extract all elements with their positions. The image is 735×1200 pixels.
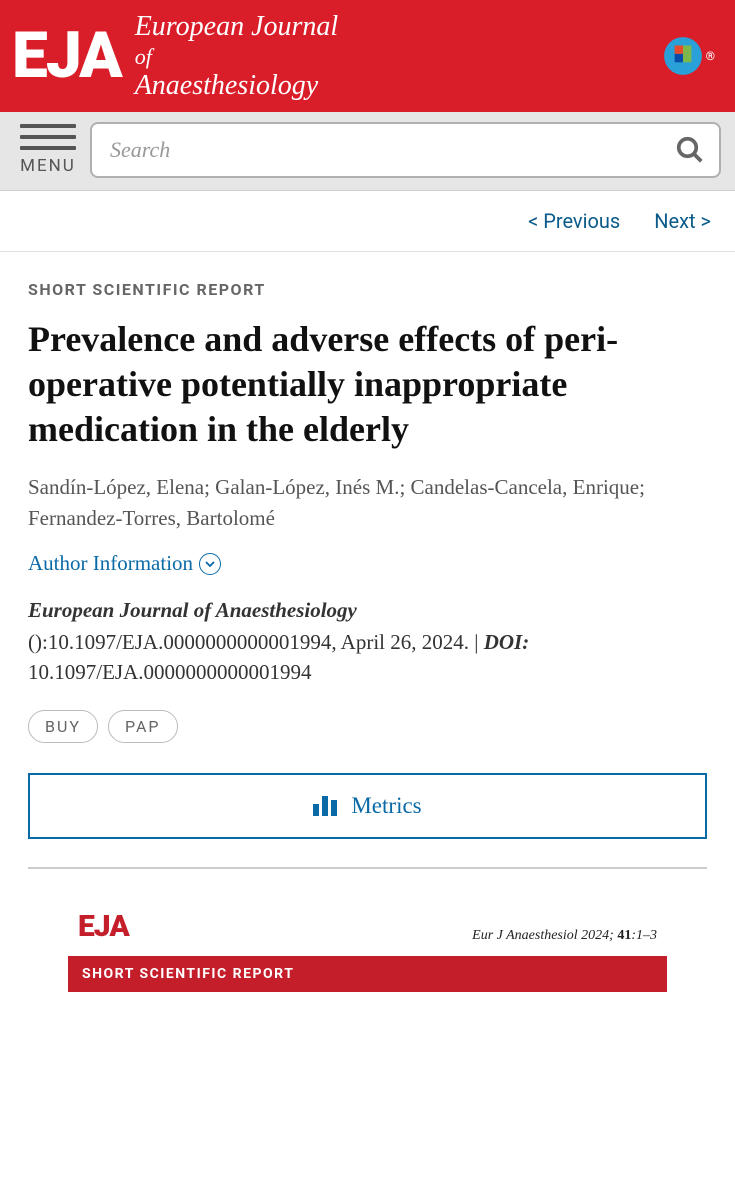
pdf-preview[interactable]: EJA Eur J Anaesthesiol 2024; 41:1–3 SHOR… [68,903,667,992]
content-divider [28,867,707,869]
pdf-header: EJA Eur J Anaesthesiol 2024; 41:1–3 [68,903,667,956]
doi-value: 10.1097/EJA.0000000000001994 [28,660,312,684]
publisher-globe-icon[interactable] [662,35,704,77]
buy-button[interactable]: BUY [28,710,98,743]
metrics-icon [313,796,337,816]
hamburger-icon [20,124,76,150]
pdf-eja-mark: EJA [78,909,129,944]
menu-button[interactable]: MENU [20,124,76,176]
article-pager: < Previous Next > [0,191,735,252]
chevron-down-icon [199,553,221,575]
search-wrapper [90,122,721,178]
author-info-label: Author Information [28,551,193,576]
journal-title: European Journal of Anaesthesiology [135,12,339,100]
doi-label: DOI: [484,630,530,654]
metrics-button[interactable]: Metrics [28,773,707,839]
pdf-category-band: SHORT SCIENTIFIC REPORT [68,956,667,992]
eja-logo-mark: EJA [12,24,121,88]
site-header: EJA European Journal of Anaesthesiology … [0,0,735,112]
citation-text: ():10.1097/EJA.0000000000001994, April 2… [28,630,484,654]
article-category: SHORT SCIENTIFIC REPORT [28,280,707,299]
journal-logo[interactable]: EJA European Journal of Anaesthesiology [12,12,662,100]
action-pills: BUY PAP [28,710,707,743]
pdf-citation: Eur J Anaesthesiol 2024; 41:1–3 [472,928,657,944]
search-icon[interactable] [675,135,705,165]
menu-label: MENU [20,156,76,176]
next-link[interactable]: Next > [654,209,711,233]
article-content: SHORT SCIENTIFIC REPORT Prevalence and a… [0,252,735,1012]
nav-bar: MENU [0,112,735,191]
previous-link[interactable]: < Previous [528,209,620,233]
search-input[interactable] [90,122,721,178]
journal-reference: European Journal of Anaesthesiology [28,598,707,623]
pap-button[interactable]: PAP [108,710,178,743]
author-info-toggle[interactable]: Author Information [28,551,221,576]
article-authors: Sandín-López, Elena; Galan-López, Inés M… [28,472,707,533]
citation-line: ():10.1097/EJA.0000000000001994, April 2… [28,627,707,688]
article-title: Prevalence and adverse effects of peri-o… [28,317,707,452]
registered-mark: ® [706,49,715,63]
metrics-label: Metrics [351,793,421,819]
